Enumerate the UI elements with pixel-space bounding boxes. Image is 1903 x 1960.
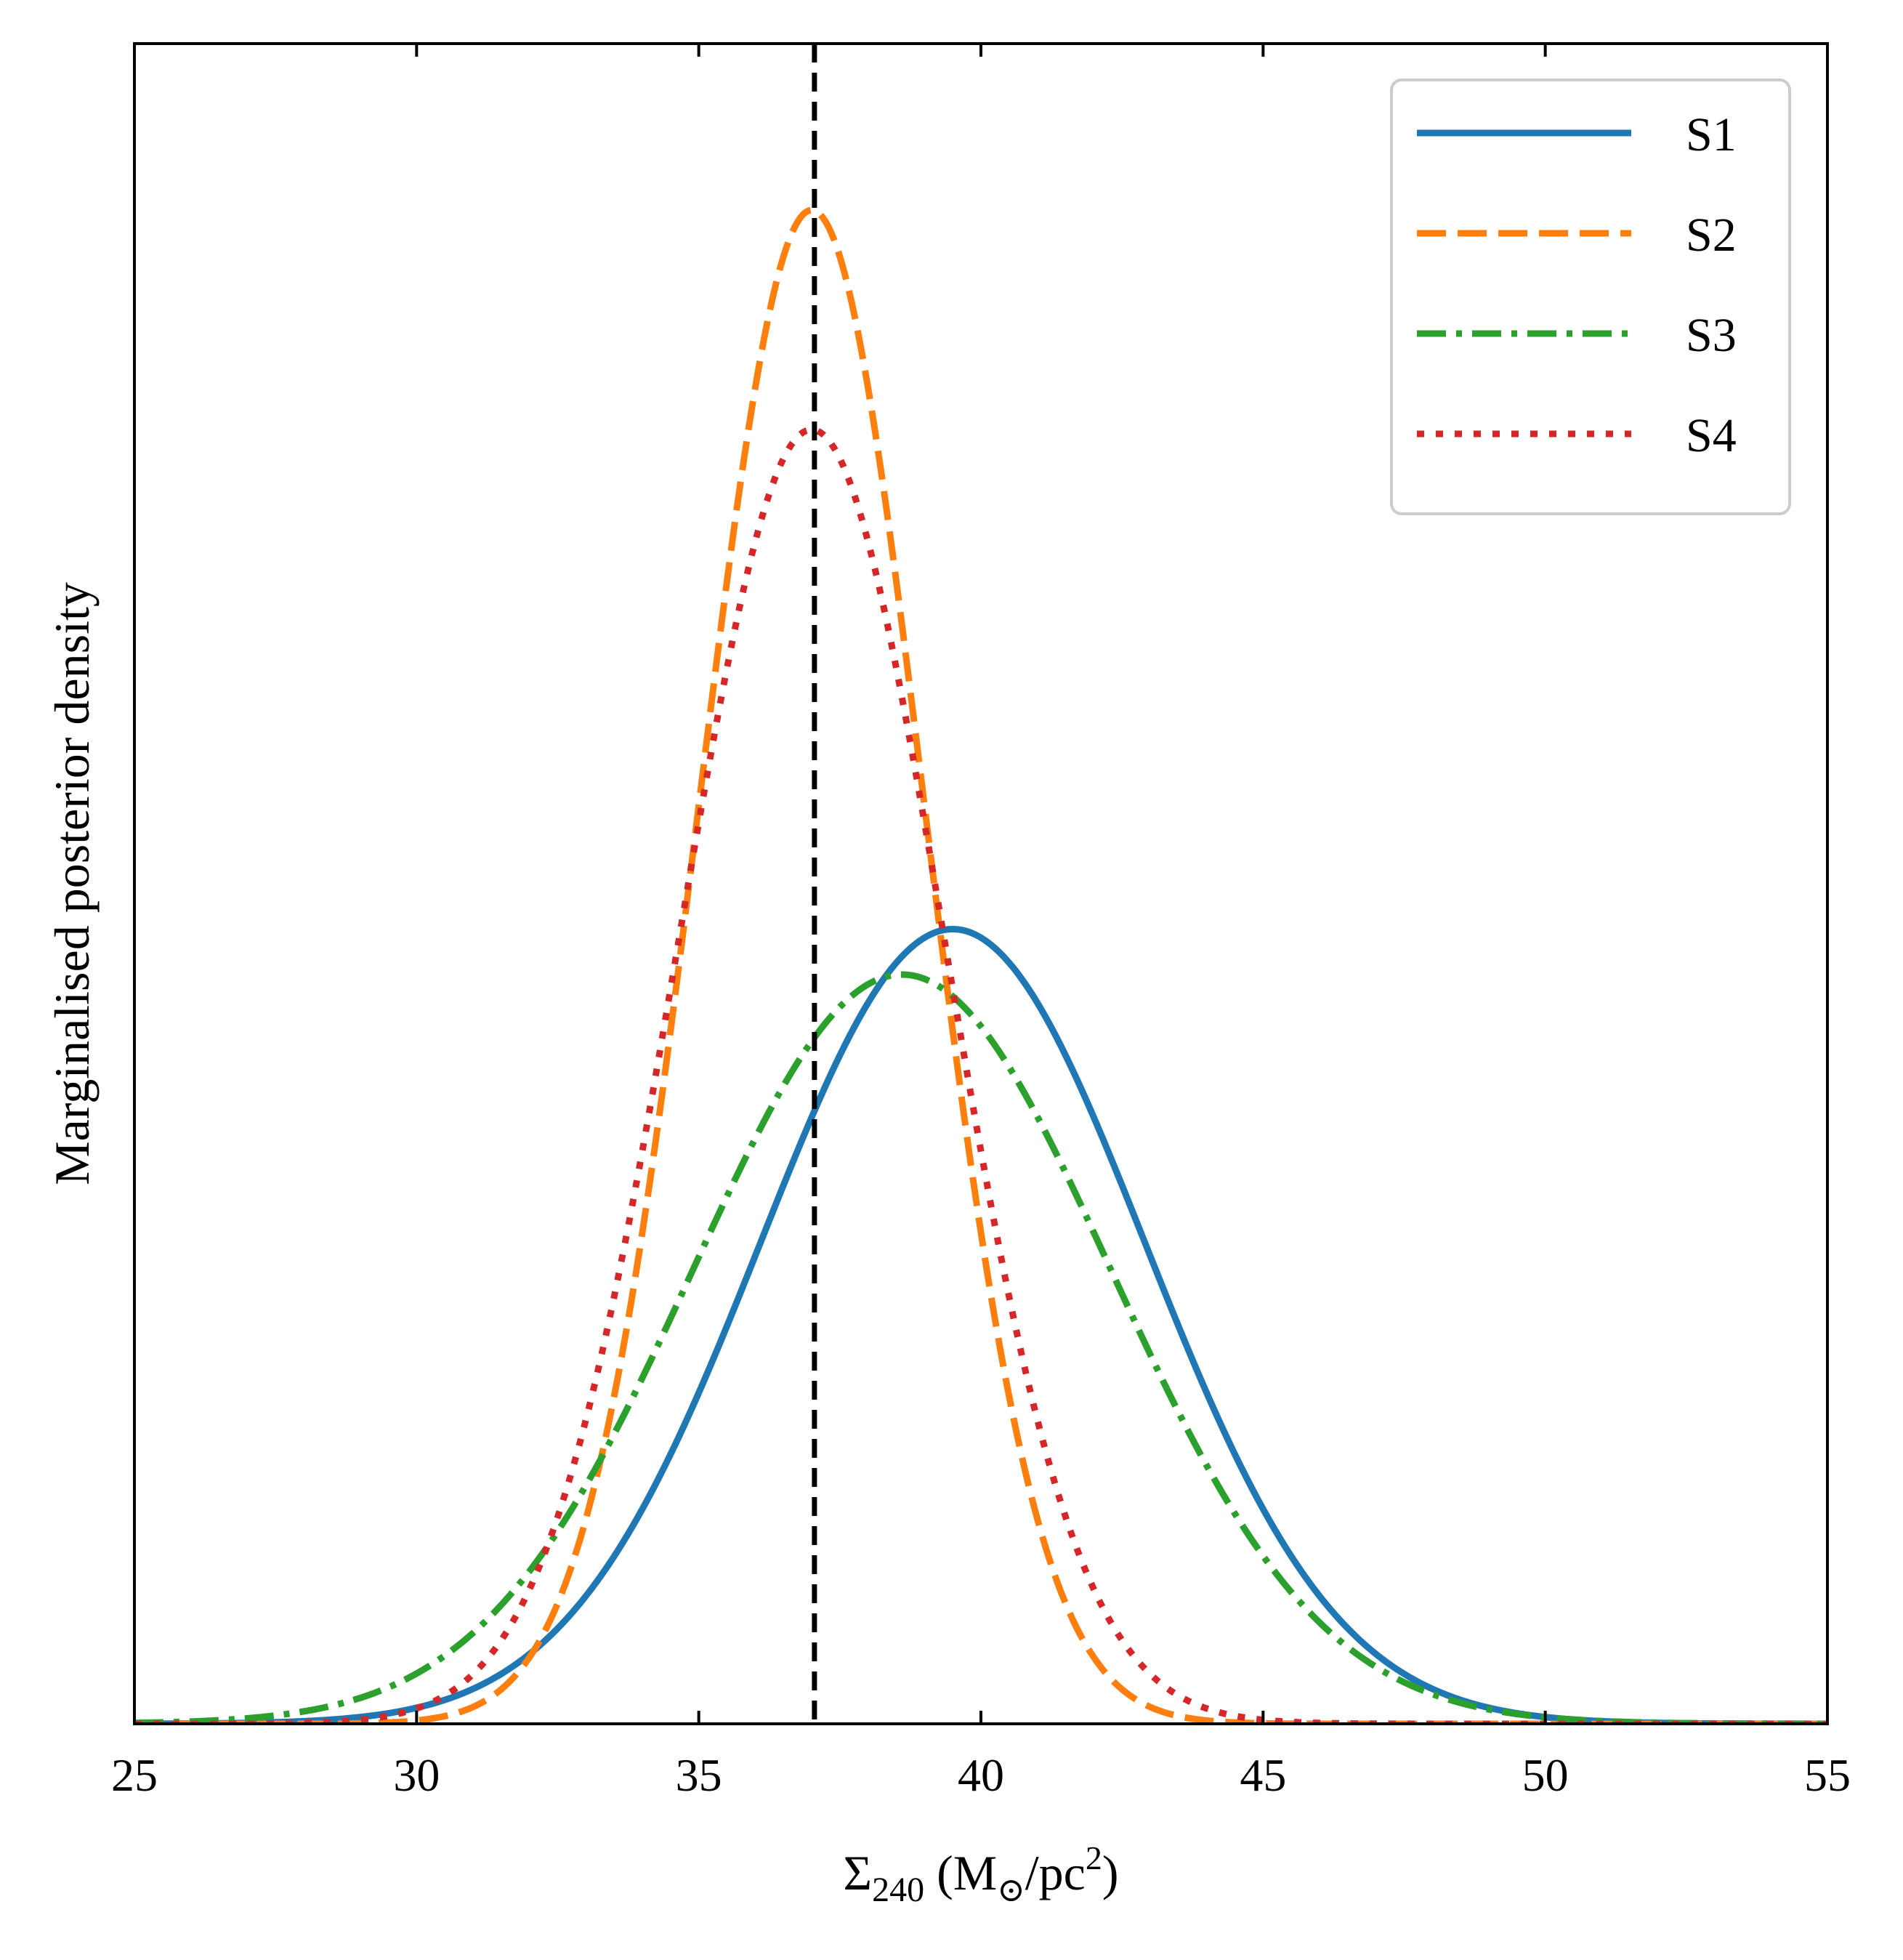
legend-label-s4: S4 [1686, 409, 1737, 462]
x-tick-label: 30 [393, 1749, 440, 1801]
x-tick-label: 50 [1522, 1749, 1569, 1801]
legend-box [1390, 78, 1791, 515]
x-tick-label: 25 [111, 1749, 158, 1801]
y-axis-label: Marginalised posterior density [44, 582, 100, 1185]
x-tick-label: 55 [1804, 1749, 1851, 1801]
x-tick-label: 40 [958, 1749, 1004, 1801]
legend-label-s1: S1 [1686, 108, 1737, 161]
x-axis-label: Σ240 (M⊙/pc2) [844, 1839, 1119, 1909]
x-tick-label: 35 [676, 1749, 722, 1801]
legend: S1 S2 S3 S4 [1390, 78, 1791, 515]
x-tick-label: 45 [1240, 1749, 1286, 1801]
series-line-s2 [134, 206, 1827, 1724]
legend-label-s3: S3 [1686, 309, 1737, 362]
legend-label-s2: S2 [1686, 209, 1737, 262]
series-line-s4 [134, 426, 1827, 1724]
